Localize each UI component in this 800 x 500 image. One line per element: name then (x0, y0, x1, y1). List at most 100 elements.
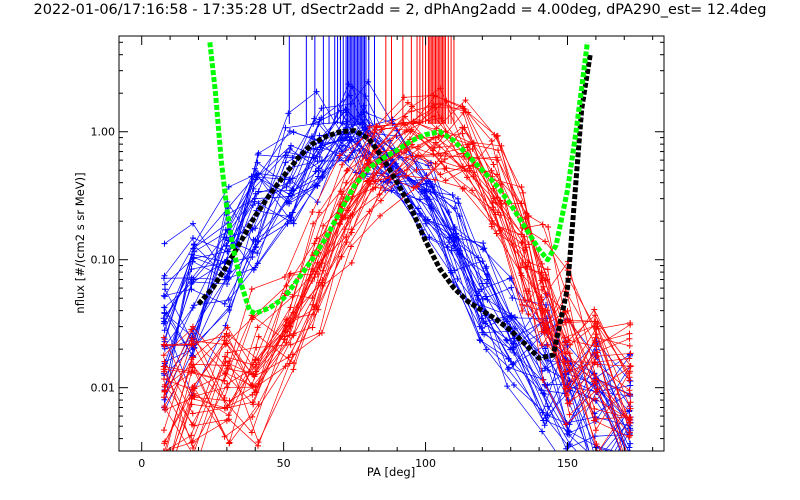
series-blue-plus-marker (593, 465, 599, 471)
series-blue-plus-marker (628, 471, 634, 477)
series-red-plus-marker (564, 316, 571, 323)
series-red-plus-marker (190, 361, 197, 368)
series-red-plus-marker (591, 405, 598, 412)
series-blue-plus-marker (426, 196, 433, 203)
axes-group: 0 50 100 150 0.01 0.10 1.00 (91, 36, 664, 470)
series-red-plus-marker (255, 333, 262, 340)
y-axis-label: nflux [#/(cm2 s sr MeV)] (73, 172, 87, 313)
series-blue-plus-marker (483, 346, 490, 353)
series-blue-plus-marker (627, 453, 633, 459)
series-blue-plus-marker (542, 345, 549, 352)
series-red-plus-marker (223, 340, 230, 347)
series-red-plus-marker (309, 208, 316, 215)
series-red-plus-marker (377, 197, 384, 204)
series-red-plus-marker (338, 253, 345, 260)
series-blue-plus-marker (190, 245, 197, 252)
series-red-plus-marker (320, 222, 327, 229)
series-red-plus-marker (345, 207, 352, 214)
series-red-plus-marker (437, 152, 444, 159)
series-blue-plus-marker (511, 325, 518, 332)
series-red-plus-marker (188, 369, 195, 376)
series-red-plus-marker (525, 311, 532, 318)
series-blue-plus-marker (311, 155, 318, 162)
series-blue-plus-marker (249, 226, 256, 233)
series-red-plus-marker (191, 385, 198, 392)
series-red-plus-marker (348, 243, 355, 250)
series-red-plus-marker (626, 387, 633, 394)
series-blue-plus-marker (161, 304, 168, 311)
series-red-plus-marker (161, 469, 167, 475)
series-blue-plus-marker (254, 260, 261, 267)
series-group (196, 41, 593, 361)
series-blue-plus-marker (285, 110, 292, 117)
series-red-plus-marker (627, 405, 634, 412)
series-blue-plus-marker (162, 286, 169, 293)
series-blue-plus-marker (254, 159, 261, 166)
series-blue-plus-marker (226, 306, 233, 313)
series-blue-plus-marker (627, 456, 633, 462)
series-red-plus-marker (592, 427, 599, 434)
series-blue-plus-marker (225, 183, 232, 190)
series-red-plus-marker (312, 271, 319, 278)
series-red-plus-marker (544, 276, 551, 283)
series-blue-plus-marker (161, 272, 168, 279)
series-blue-plus-marker (478, 315, 485, 322)
series-blue-plus-marker (627, 465, 633, 471)
series-red-plus-marker (469, 187, 476, 194)
series-red-plus-marker (376, 191, 383, 198)
series-blue-plus-marker (249, 248, 256, 255)
series-blue-plus-marker (253, 171, 260, 178)
series-blue-plus-marker (286, 179, 293, 186)
series-red-plus-marker (545, 224, 552, 231)
series-red-plus-marker (161, 487, 167, 493)
series-red-plus-marker (466, 165, 473, 172)
series-blue-plus-marker (509, 361, 516, 368)
series-red-plus-marker (226, 357, 233, 364)
series-red-plus-marker (188, 326, 195, 333)
series-red-plus-marker (470, 140, 477, 147)
series-red-plus-marker (189, 410, 196, 417)
series-red-plus-marker (432, 160, 439, 167)
series-blue-plus-marker (347, 137, 354, 144)
series-red-plus-marker (403, 166, 410, 173)
series-blue-plus-marker (509, 295, 516, 302)
series-red-plus-marker (163, 450, 165, 451)
series-red-plus-marker (565, 362, 572, 369)
series-red-plus-marker (592, 334, 599, 341)
series-red-plus-marker (188, 401, 195, 408)
series-blue-plus-marker (539, 409, 546, 416)
series-blue-plus-marker (594, 457, 600, 463)
series-red-plus-marker (539, 221, 546, 228)
series-blue-plus-marker (425, 162, 432, 169)
series-blue-plus-marker (453, 234, 460, 241)
series-red-plus-marker (224, 365, 231, 372)
series-red-plus-marker (222, 358, 229, 365)
series-red-plus-marker (254, 324, 261, 331)
series-blue-plus-marker (282, 124, 289, 131)
series-blue-plus-marker (161, 310, 168, 317)
series-red-plus-marker (162, 487, 168, 493)
series-red-plus-marker (281, 273, 288, 280)
series-red-plus-marker (408, 103, 415, 110)
series-red-plus-marker (593, 441, 600, 448)
series-blue-plus-marker (483, 263, 490, 270)
series-red-plus-marker (538, 328, 545, 335)
series-red-plus-marker (591, 306, 598, 313)
series-red-plus-marker (344, 167, 351, 174)
series-red-plus-marker (161, 403, 168, 410)
series-red-plus-marker (161, 480, 167, 486)
series-red-plus-marker (627, 350, 634, 357)
series-blue-plus-marker (449, 192, 456, 199)
series-red-plus-marker (594, 386, 601, 393)
series-blue-plus-marker (252, 237, 259, 244)
series-red-plus-marker (314, 259, 321, 266)
series-red-plus-marker (286, 332, 293, 339)
series-red-plus-marker (189, 421, 196, 428)
series-red-plus-marker (313, 302, 320, 309)
series-blue-plus-marker (627, 452, 633, 458)
series-red-plus-marker (287, 270, 294, 277)
series-red-plus-marker (544, 266, 551, 273)
series-blue-plus-marker (289, 186, 296, 193)
series-red-plus-marker (373, 122, 380, 129)
series-blue-plus-marker (255, 150, 262, 157)
